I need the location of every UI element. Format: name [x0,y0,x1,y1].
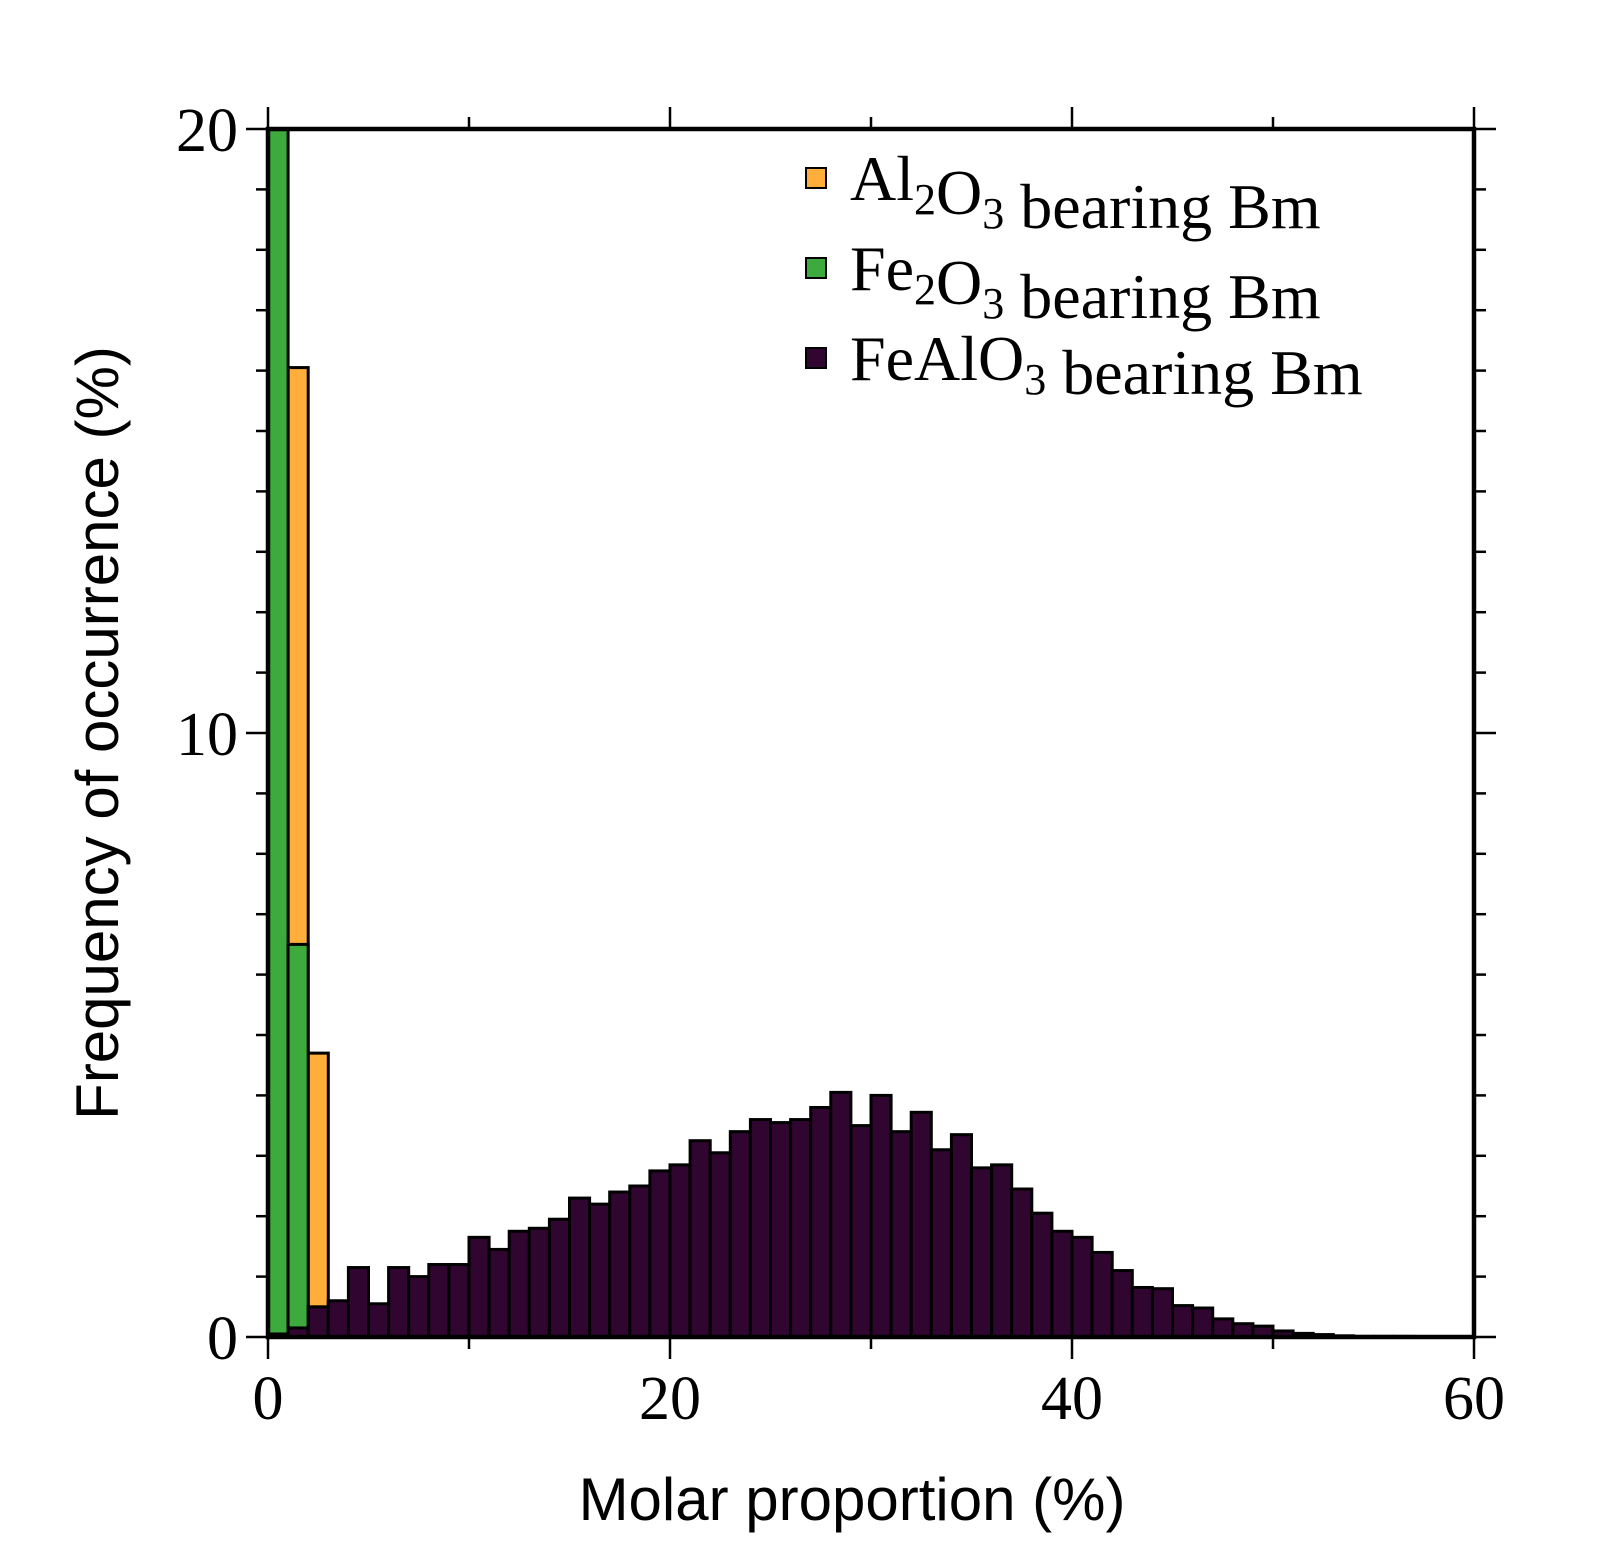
bar [507,1229,531,1339]
bar [467,1235,491,1339]
bar [970,1166,994,1339]
bar [427,1263,451,1339]
bar [1010,1187,1034,1339]
bar [708,1151,732,1339]
bar [387,1266,411,1339]
bar [527,1226,551,1339]
x-axis-title: Molar proportion (%) [579,1466,1126,1533]
bar [608,1190,632,1339]
bar [306,1051,330,1339]
legend-swatch [805,257,827,279]
bar [829,1090,853,1339]
bar [949,1133,974,1339]
x-tick-label: 40 [1041,1365,1103,1433]
y-tick-label: 20 [176,97,238,165]
legend-item: Fe2O3 bearing Bm [805,233,1321,332]
bar [1171,1304,1195,1339]
bar [889,1130,913,1339]
bar [1050,1229,1074,1339]
bar [588,1202,612,1339]
bar [326,1299,350,1339]
bar [1191,1306,1215,1339]
bar [990,1163,1014,1339]
bar [748,1118,773,1339]
bar [266,127,290,1339]
bar [668,1163,692,1339]
bar [869,1093,893,1339]
bar [728,1130,752,1339]
bar [447,1263,471,1339]
axis-ticks [246,107,1496,1359]
bar [1130,1285,1154,1339]
legend-swatch [805,167,827,189]
y-axis-title: Frequency of occurrence (%) [64,346,131,1120]
bar [1070,1235,1094,1339]
bar [929,1148,953,1339]
legend-label: FeAlO3 bearing Bm [850,323,1363,408]
bar [1090,1250,1114,1339]
legend-item: FeAlO3 bearing Bm [805,323,1363,408]
bar [1110,1269,1134,1339]
legend-swatch [805,347,827,369]
legend-item: Al2O3 bearing Bm [805,143,1321,242]
bar [688,1139,712,1339]
bar [789,1118,813,1339]
x-tick-label: 20 [639,1365,701,1433]
bar [628,1184,652,1339]
bar [407,1275,431,1339]
bar [849,1124,873,1339]
bar [648,1169,672,1339]
bar [547,1217,572,1339]
tick-labels: 0 20 40 60 0 10 20 [176,97,1505,1433]
legend-label: Al2O3 bearing Bm [850,143,1321,242]
bar [346,1266,370,1339]
bar [367,1302,391,1339]
bar [909,1110,933,1339]
bar [769,1121,793,1339]
bar [1211,1317,1235,1339]
x-tick-label: 0 [253,1365,284,1433]
bar [809,1105,833,1339]
bar [286,942,310,1339]
y-tick-label: 10 [176,701,238,769]
bar [1150,1287,1175,1339]
bar [306,1305,330,1339]
bar [487,1247,511,1339]
bar [568,1196,592,1339]
legend-label: Fe2O3 bearing Bm [850,233,1321,332]
y-tick-label: 0 [207,1305,238,1373]
x-tick-label: 60 [1443,1365,1505,1433]
bar [1030,1211,1054,1339]
